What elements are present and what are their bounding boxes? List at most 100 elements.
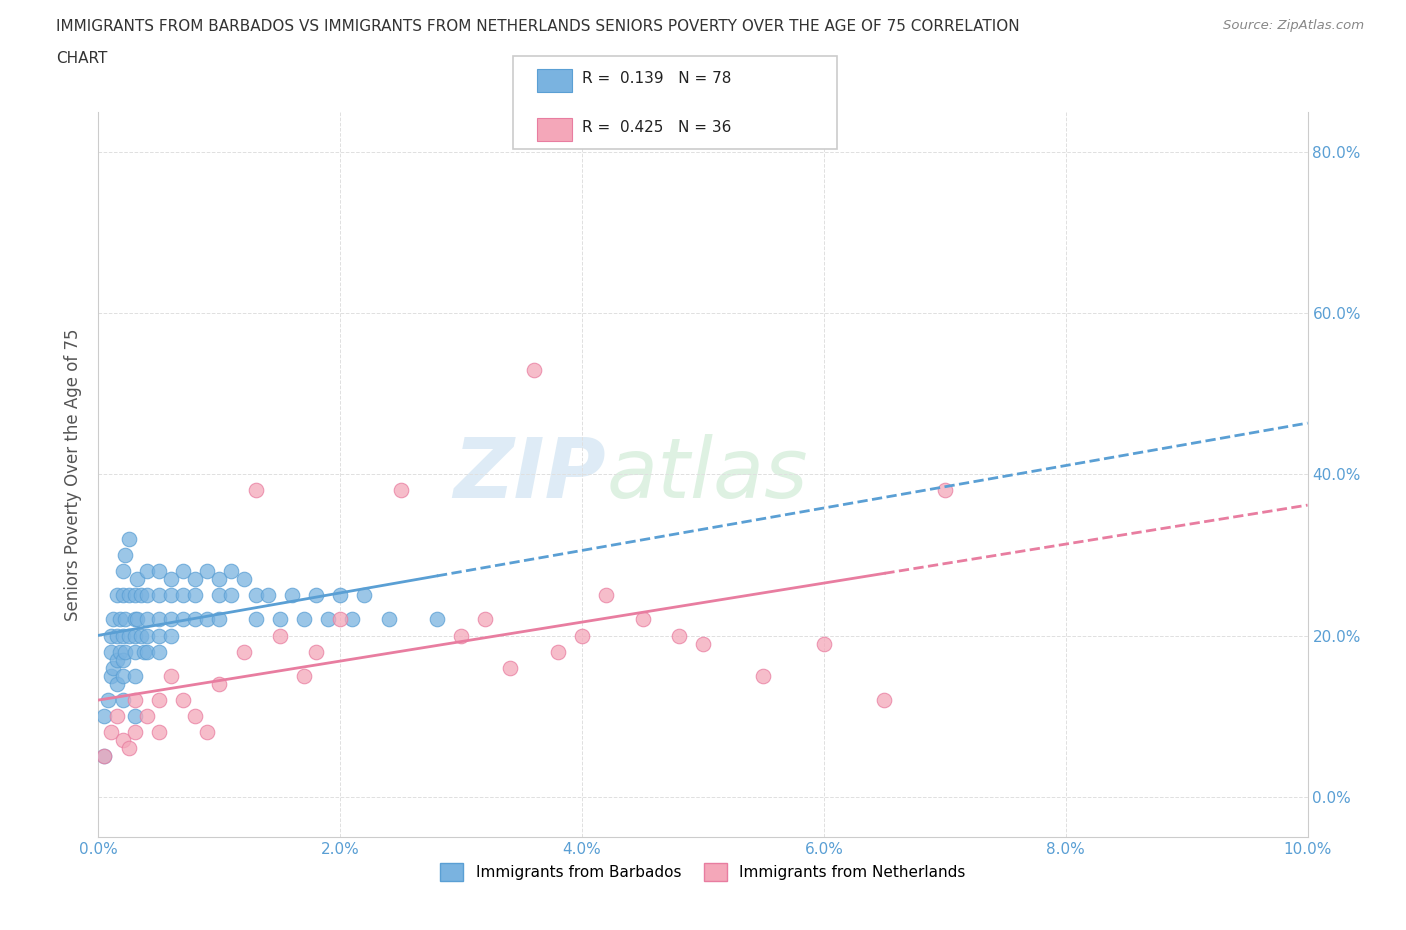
Point — [195, 564, 218, 578]
Point — [105, 588, 128, 603]
Point — [160, 588, 183, 603]
Point — [135, 709, 157, 724]
Point — [208, 572, 231, 587]
Text: R =  0.139   N = 78: R = 0.139 N = 78 — [582, 71, 731, 86]
Point — [160, 669, 183, 684]
Point — [148, 628, 170, 643]
Point — [105, 628, 128, 643]
Point — [184, 588, 207, 603]
Point — [160, 628, 183, 643]
Point — [124, 588, 146, 603]
Point — [316, 612, 339, 627]
Point — [124, 724, 146, 739]
Point — [184, 709, 207, 724]
Point — [595, 588, 617, 603]
Point — [547, 644, 569, 659]
Point — [129, 588, 152, 603]
Point — [124, 669, 146, 684]
Y-axis label: Seniors Poverty Over the Age of 75: Seniors Poverty Over the Age of 75 — [65, 328, 83, 620]
Point — [377, 612, 399, 627]
Point — [127, 612, 149, 627]
Point — [111, 652, 134, 667]
Point — [93, 749, 115, 764]
Text: atlas: atlas — [606, 433, 808, 515]
Point — [329, 588, 352, 603]
Point — [752, 669, 775, 684]
Text: R =  0.425   N = 36: R = 0.425 N = 36 — [582, 120, 731, 135]
Point — [172, 564, 194, 578]
Point — [135, 644, 157, 659]
Point — [668, 628, 690, 643]
Point — [105, 676, 128, 691]
Point — [195, 724, 218, 739]
Point — [105, 709, 128, 724]
Point — [148, 693, 170, 708]
Point — [389, 483, 412, 498]
Point — [160, 572, 183, 587]
Point — [105, 652, 128, 667]
Point — [111, 628, 134, 643]
Point — [108, 644, 131, 659]
Point — [114, 548, 136, 563]
Point — [160, 612, 183, 627]
Point — [100, 724, 122, 739]
Point — [342, 612, 364, 627]
Point — [474, 612, 496, 627]
Text: Source: ZipAtlas.com: Source: ZipAtlas.com — [1223, 19, 1364, 32]
Point — [353, 588, 375, 603]
Point — [124, 628, 146, 643]
Point — [269, 612, 291, 627]
Point — [195, 612, 218, 627]
Point — [148, 564, 170, 578]
Point — [208, 588, 231, 603]
Point — [184, 572, 207, 587]
Point — [135, 564, 157, 578]
Text: IMMIGRANTS FROM BARBADOS VS IMMIGRANTS FROM NETHERLANDS SENIORS POVERTY OVER THE: IMMIGRANTS FROM BARBADOS VS IMMIGRANTS F… — [56, 19, 1019, 33]
Text: ZIP: ZIP — [454, 433, 606, 515]
Point — [208, 676, 231, 691]
Point — [305, 588, 328, 603]
Point — [172, 693, 194, 708]
Point — [498, 660, 520, 675]
Point — [305, 644, 328, 659]
Point — [114, 612, 136, 627]
Point — [135, 588, 157, 603]
Point — [93, 749, 115, 764]
Point — [127, 572, 149, 587]
Point — [93, 709, 115, 724]
Point — [148, 724, 170, 739]
Point — [184, 612, 207, 627]
Point — [172, 612, 194, 627]
Point — [329, 612, 352, 627]
Point — [124, 693, 146, 708]
Point — [813, 636, 835, 651]
Point — [450, 628, 472, 643]
Point — [148, 644, 170, 659]
Point — [124, 612, 146, 627]
Point — [292, 669, 315, 684]
Point — [232, 572, 254, 587]
Point — [172, 588, 194, 603]
Point — [292, 612, 315, 627]
Point — [111, 588, 134, 603]
Point — [281, 588, 304, 603]
Point — [571, 628, 593, 643]
Point — [269, 628, 291, 643]
Point — [245, 588, 267, 603]
Text: CHART: CHART — [56, 51, 108, 66]
Point — [135, 612, 157, 627]
Point — [135, 628, 157, 643]
Point — [111, 669, 134, 684]
Point — [118, 588, 141, 603]
Point — [97, 693, 120, 708]
Point — [114, 644, 136, 659]
Point — [221, 564, 243, 578]
Point — [124, 709, 146, 724]
Point — [101, 660, 124, 675]
Point — [245, 612, 267, 627]
Point — [245, 483, 267, 498]
Point — [100, 628, 122, 643]
Point — [208, 612, 231, 627]
Point — [118, 741, 141, 756]
Point — [221, 588, 243, 603]
